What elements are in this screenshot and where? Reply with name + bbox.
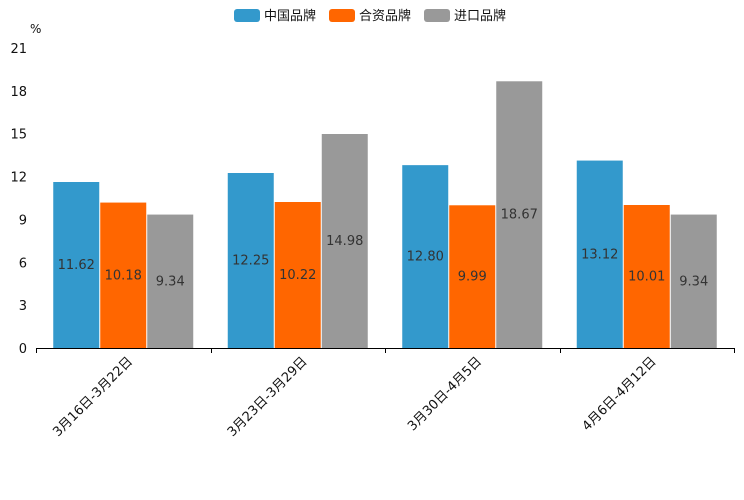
y-tick-label: 6 <box>19 256 27 271</box>
x-category-label: 3月30日-4月5日 <box>405 354 485 434</box>
value-labels: 11.62 10.18 9.34 12.25 10.22 14.98 12.80 9.99 18… <box>58 208 709 290</box>
y-tick-label: 18 <box>10 85 27 100</box>
y-axis: % 0 3 6 9 12 15 18 21 <box>10 22 41 357</box>
legend-label-1[interactable]: 合资品牌 <box>359 8 411 24</box>
bar-2-3[interactable] <box>670 214 717 348</box>
bar-0-0[interactable] <box>53 182 100 348</box>
value-label-2-3: 9.34 <box>679 274 708 289</box>
x-axis: 3月16日-3月22日 3月23日-3月29日 3月30日-4月5日 4月6日-4月1… <box>36 348 735 440</box>
bar-0-1[interactable] <box>227 173 274 348</box>
bar-2-0[interactable] <box>147 214 194 348</box>
legend-swatch-2[interactable] <box>424 9 450 22</box>
value-label-1-0: 10.18 <box>105 268 142 283</box>
legend-swatch-1[interactable] <box>329 9 355 22</box>
bar-1-0[interactable] <box>100 202 147 348</box>
y-tick-label: 21 <box>10 42 27 57</box>
y-tick-label: 9 <box>19 213 27 228</box>
legend-label-0[interactable]: 中国品牌 <box>264 8 316 24</box>
bar-0-3[interactable] <box>576 160 623 348</box>
bar-1-2[interactable] <box>449 205 496 348</box>
value-label-0-2: 12.80 <box>407 250 444 265</box>
y-tick-label: 15 <box>10 128 27 143</box>
value-label-1-3: 10.01 <box>628 270 665 285</box>
value-label-2-2: 18.67 <box>501 208 538 223</box>
value-label-2-0: 9.34 <box>156 274 185 289</box>
y-unit-label: % <box>30 22 41 36</box>
y-tick-label: 0 <box>19 342 27 357</box>
x-category-label: 4月6日-4月12日 <box>580 354 660 434</box>
value-label-1-1: 10.22 <box>279 268 316 283</box>
y-tick-label: 12 <box>10 171 27 186</box>
value-label-1-2: 9.99 <box>458 270 487 285</box>
y-tick-label: 3 <box>19 299 27 314</box>
x-category-label: 3月16日-3月22日 <box>50 354 136 440</box>
legend-swatch-0[interactable] <box>234 9 260 22</box>
bars <box>53 81 717 349</box>
value-label-0-3: 13.12 <box>581 247 618 262</box>
bar-2-2[interactable] <box>496 81 543 349</box>
bar-0-2[interactable] <box>402 165 449 348</box>
legend-label-2[interactable]: 进口品牌 <box>454 8 506 24</box>
bar-1-1[interactable] <box>274 202 321 348</box>
value-label-0-1: 12.25 <box>232 254 269 269</box>
x-category-label: 3月23日-3月29日 <box>225 354 311 440</box>
value-label-0-0: 11.62 <box>58 258 95 273</box>
bar-2-1[interactable] <box>321 134 368 348</box>
legend: 中国品牌 合资品牌 进口品牌 <box>234 8 506 24</box>
bar-1-3[interactable] <box>623 205 670 348</box>
value-label-2-1: 14.98 <box>326 234 363 249</box>
